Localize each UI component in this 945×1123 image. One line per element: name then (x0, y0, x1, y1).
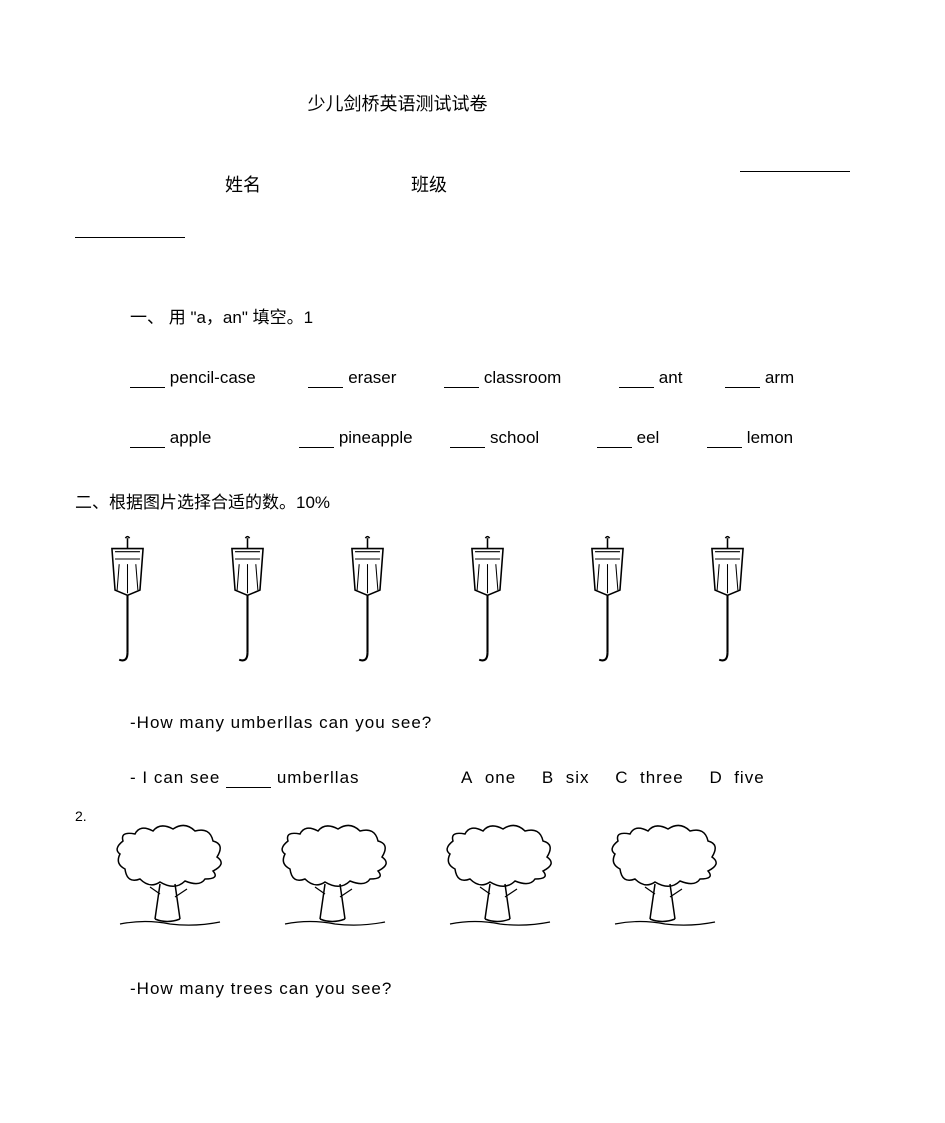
tree-icon (600, 819, 730, 939)
word-arm: arm (765, 368, 794, 387)
umbrella-icon (455, 533, 520, 668)
umbrella-icon (695, 533, 760, 668)
umbrella-icon (575, 533, 640, 668)
option-c[interactable]: C three (615, 768, 683, 788)
blank-arm[interactable] (725, 387, 760, 388)
class-blank[interactable] (740, 171, 850, 172)
q1-answer-prefix: - I can see (130, 768, 220, 787)
second-blank-row (75, 207, 870, 243)
name-blank[interactable] (75, 237, 185, 238)
word-eel: eel (637, 428, 660, 447)
exam-title: 少儿剑桥英语测试试卷 (195, 90, 600, 116)
q2-question: -How many trees can you see? (75, 979, 870, 999)
tree-row (75, 819, 870, 939)
q1-question: -How many umberllas can you see? (75, 713, 870, 733)
word-classroom: classroom (484, 368, 561, 387)
student-info-row: 姓名 班级 (75, 171, 870, 197)
blank-eraser[interactable] (308, 387, 343, 388)
blank-eel[interactable] (597, 447, 632, 448)
word-apple: apple (170, 428, 212, 447)
word-pineapple: pineapple (339, 428, 413, 447)
q1-blank[interactable] (226, 787, 271, 788)
q1-answer-row: - I can see umberllas A one B six C thre… (75, 768, 870, 788)
umbrella-icon (335, 533, 400, 668)
section1-header: 一、 用 "a，an" 填空。1 (75, 303, 870, 328)
umbrella-icon (215, 533, 280, 668)
word-school: school (490, 428, 539, 447)
tree-icon (270, 819, 400, 939)
blank-lemon[interactable] (707, 447, 742, 448)
word-pencilcase: pencil-case (170, 368, 256, 387)
word-ant: ant (659, 368, 683, 387)
blank-ant[interactable] (619, 387, 654, 388)
option-d[interactable]: D five (709, 768, 764, 788)
tree-icon (105, 819, 235, 939)
tree-icon (435, 819, 565, 939)
option-a[interactable]: A one (461, 768, 516, 788)
word-eraser: eraser (348, 368, 396, 387)
class-label: 班级 (411, 171, 447, 197)
blank-classroom[interactable] (444, 387, 479, 388)
fill-row-1: pencil-case eraser classroom ant arm (75, 368, 870, 388)
word-lemon: lemon (747, 428, 793, 447)
blank-apple[interactable] (130, 447, 165, 448)
q1-answer-suffix: umberllas (277, 768, 360, 787)
name-label: 姓名 (225, 171, 261, 197)
blank-pencilcase[interactable] (130, 387, 165, 388)
option-b[interactable]: B six (542, 768, 590, 788)
umbrella-row (75, 533, 870, 668)
umbrella-icon (95, 533, 160, 668)
blank-school[interactable] (450, 447, 485, 448)
section2-header: 二、根据图片选择合适的数。10% (75, 488, 870, 513)
blank-pineapple[interactable] (299, 447, 334, 448)
fill-row-2: apple pineapple school eel lemon (75, 428, 870, 448)
